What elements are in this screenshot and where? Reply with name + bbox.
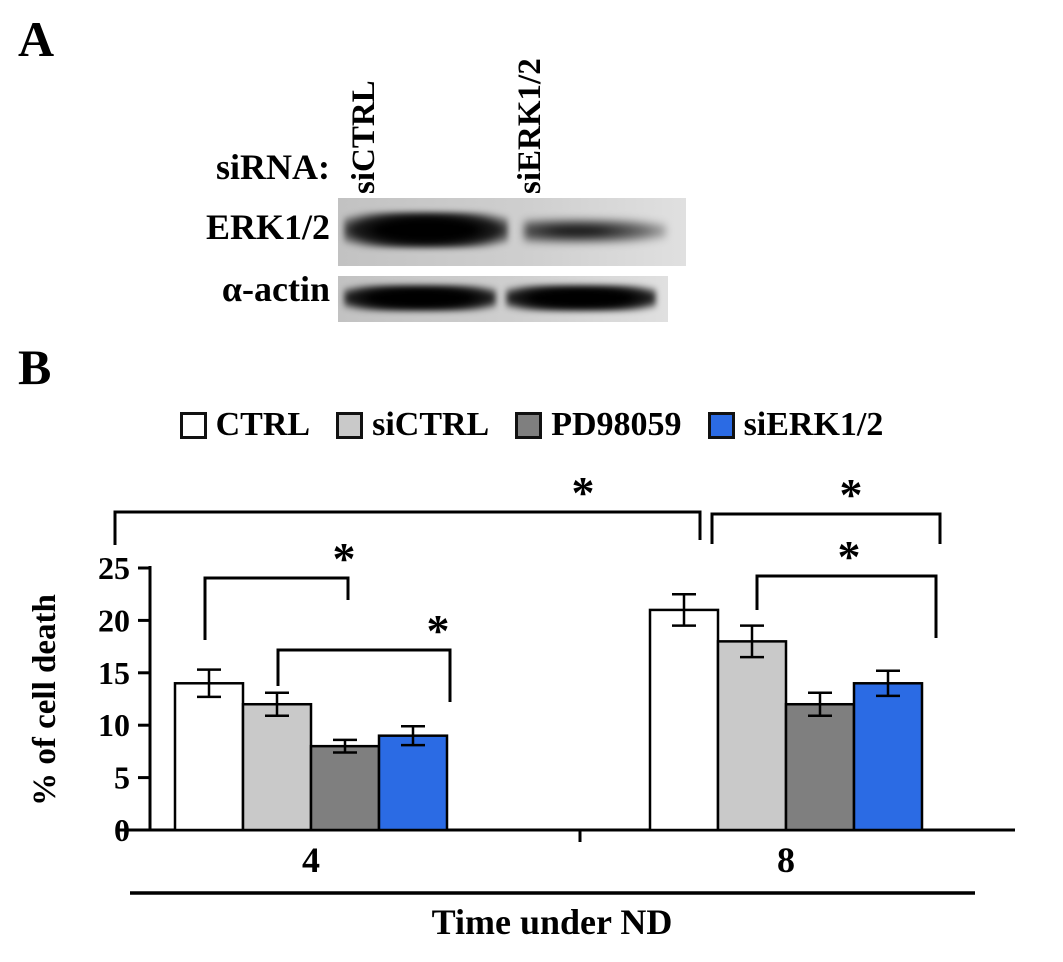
legend-label: CTRL [215,406,311,443]
y-tick-label: 20 [98,602,130,638]
bar-siERK1/2-4h [377,734,449,832]
y-tick-label: 10 [98,707,130,743]
legend-label: PD98059 [551,406,682,443]
panel-a-label: A [18,11,55,67]
significance-bracket [755,574,938,638]
chart-legend: CTRL siCTRL PD98059 siERK1/2 [0,406,1063,444]
y-tick-label: 15 [98,655,130,691]
bar-siCTRL-4h [241,702,313,832]
alpha-actin-row-label: α-actin [221,269,330,309]
legend-swatch [707,411,735,439]
legend-label: siERK1/2 [743,406,884,443]
significance-bracket [113,510,702,545]
significance-star: * [840,469,863,520]
legend-swatch [336,411,364,439]
legend-swatch [515,411,543,439]
legend-swatch [179,411,207,439]
significance-star: * [838,531,861,582]
significance-star: * [572,467,595,518]
legend-item-siERK1/2: siERK1/2 [707,406,884,444]
y-axis-title: % of cell death [27,594,63,806]
bar-PD98059-8h [784,702,856,832]
legend-item-PD98059: PD98059 [515,406,682,444]
sirna-row-label: siRNA: [216,147,330,187]
bar-PD98059-4h [309,744,381,832]
y-tick-label: 25 [98,550,130,586]
bar-CTRL-4h [173,682,245,832]
significance-bracket [710,512,942,544]
x-category-label: 4 [302,840,320,880]
bar-CTRL-8h [648,608,720,832]
significance-star: * [427,605,450,656]
legend-item-CTRL: CTRL [179,406,311,444]
western-blot-alpha-actin [338,276,668,322]
x-axis-title: Time under ND [432,902,673,942]
blot-band-sierk-actin [506,285,656,311]
bar-siCTRL-8h [716,640,788,832]
significance-star: * [333,533,356,584]
significance-bracket [276,648,452,702]
legend-label: siCTRL [372,406,490,443]
panel-b-label: B [18,339,52,395]
y-tick-label: 5 [114,760,130,796]
x-category-label: 8 [777,840,795,880]
erk12-row-label: ERK1/2 [205,207,330,247]
bar-siERK1/2-8h [852,682,924,832]
western-blot-erk12 [338,198,686,266]
blot-band-sictrl-actin [344,285,496,311]
blot-band-sictrl-erk [344,212,508,248]
legend-item-siCTRL: siCTRL [336,406,489,444]
y-tick-label: 0 [114,812,130,848]
significance-bracket [203,576,350,640]
blot-band-sierk-erk [524,219,666,243]
